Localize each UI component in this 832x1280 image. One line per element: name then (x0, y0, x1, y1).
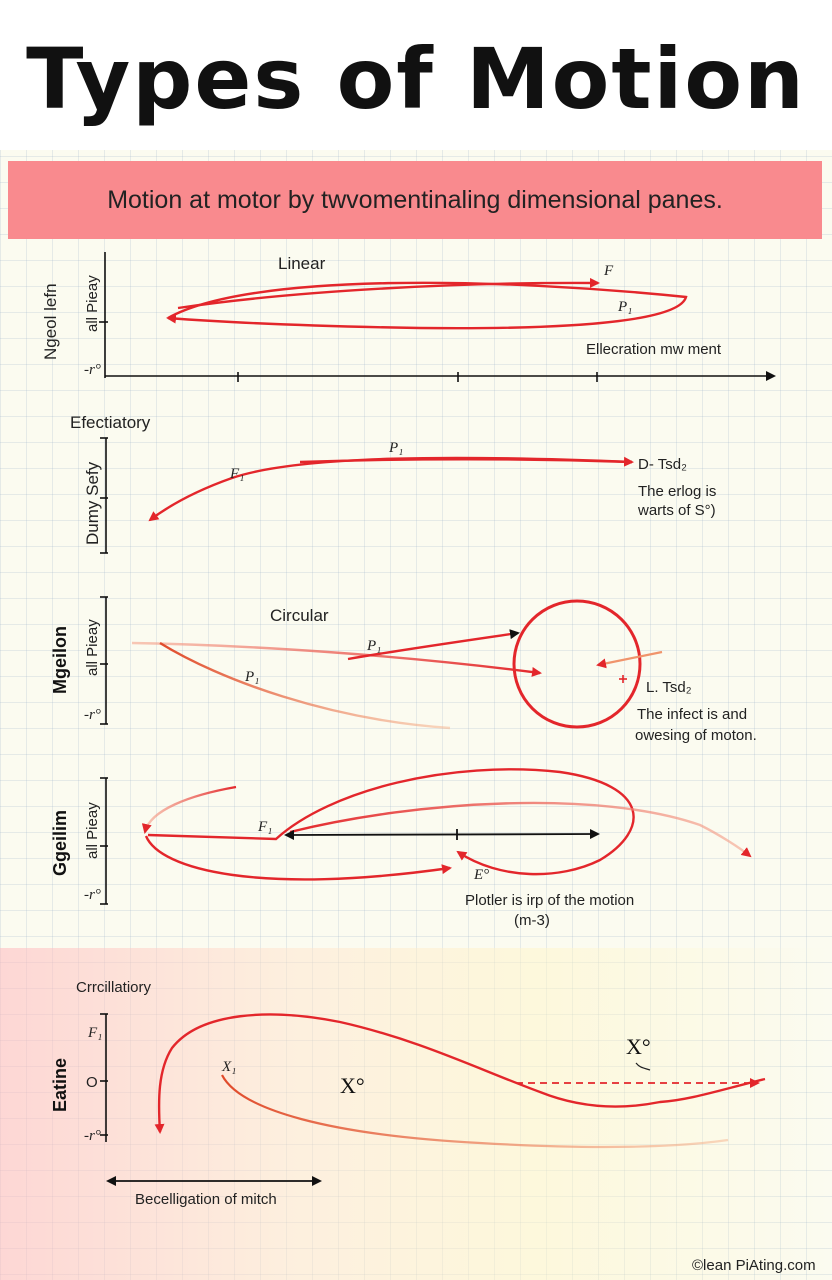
outgoing-arrow (289, 801, 752, 858)
label-l: L. Tsd₂ (646, 679, 692, 696)
panel-crrcillatiory: Crrcillatiory Eatine F₁ O -r° X₁ X° X° B… (50, 979, 766, 1208)
label-x-mid: X° (340, 1073, 365, 1098)
motion-arrow-left (148, 456, 633, 522)
trail-curve (159, 641, 451, 730)
label-f: F (603, 263, 614, 279)
label-d: D- Tsd₂ (638, 456, 687, 473)
y-axis-label: Dumy Sefy (83, 461, 102, 545)
label-p1-upper: P₁ (366, 638, 381, 654)
annotation-line1: The erlog is (638, 483, 716, 500)
panel-oscillating: Ggeilim all Pieay -r° F₁ E° Plotler is i… (50, 768, 752, 929)
oscillation-curve (154, 1013, 766, 1134)
label-p1: P₁ (388, 440, 403, 456)
y-tick-top: F₁ (87, 1025, 102, 1041)
panel-linear: Linear Ngeol lefn all Pieay -r° F P₁ Ell… (41, 252, 776, 382)
y-tick-label: -r° (84, 707, 101, 723)
label-p1: P₁ (617, 299, 632, 315)
motion-path-loop (166, 281, 688, 330)
y-tick-mid: O (86, 1074, 98, 1091)
circular-path (512, 599, 642, 729)
y-tick-label: -r° (84, 887, 101, 903)
panel-heading: Circular (270, 606, 329, 625)
measure-label: Becelligation of mitch (135, 1191, 277, 1208)
small-tick-mark (635, 1062, 651, 1071)
y-axis-sublabel: all Pieay (84, 275, 101, 332)
annotation-line1: The infect is and (637, 706, 747, 723)
label-p1-lower: P₁ (244, 669, 259, 685)
label-x1: X₁ (221, 1059, 236, 1075)
y-axis-label: Mgeilon (50, 626, 70, 694)
panel-heading: Efectiatory (70, 413, 151, 432)
annotation-line2: (m-3) (514, 912, 550, 929)
y-tick-bottom: -r° (84, 1128, 101, 1144)
gradient-band (0, 948, 832, 1280)
page-title: Types of Motion (26, 30, 806, 128)
trail-arrow-left (141, 785, 237, 834)
footer-credit: ©lean PiAting.com (692, 1257, 816, 1274)
displacement-arrow (284, 829, 600, 840)
label-f1: F₁ (229, 466, 244, 482)
motion-arrow-into-circle (131, 641, 542, 677)
y-tick-label: -r° (84, 362, 101, 378)
title-band (0, 0, 832, 150)
panel-circular: Circular Mgeilon all Pieay -r° P₁ P₁ L. … (50, 596, 757, 744)
y-axis-label: Eatine (50, 1058, 70, 1112)
label-x-right: X° (626, 1034, 651, 1059)
banner-text: Motion at motor by twvomentinaling dimen… (107, 185, 723, 214)
trail-curve (221, 1074, 729, 1149)
tangent-arrow (596, 650, 663, 669)
annotation-line2: owesing of moton. (635, 727, 757, 744)
motion-arrow-right (299, 456, 634, 467)
main-loop-path (147, 768, 635, 876)
subtitle-banner: Motion at motor by twvomentinaling dimen… (8, 161, 822, 239)
y-axis-sublabel: all Pieay (84, 802, 101, 859)
y-axis-sublabel: all Pieay (84, 619, 101, 676)
lower-loop-arrow (144, 835, 452, 881)
motion-arrow-upper (347, 629, 520, 661)
label-e: E° (473, 867, 489, 883)
annotation: Ellecration mw ment (586, 341, 722, 358)
label-f1: F₁ (257, 819, 272, 835)
annotation-line2: warts of S°) (637, 502, 716, 519)
panel-heading: Crrcillatiory (76, 979, 152, 996)
y-axis-label: Ngeol lefn (41, 283, 60, 360)
panel-heading: Linear (278, 254, 326, 273)
y-axis-label: Ggeilim (50, 810, 70, 876)
motion-arrow (177, 277, 600, 310)
panel-efectiatory: Efectiatory Dumy Sefy P₁ F₁ D- Tsd₂ The … (70, 413, 716, 554)
annotation-line1: Plotler is irp of the motion (465, 892, 634, 909)
